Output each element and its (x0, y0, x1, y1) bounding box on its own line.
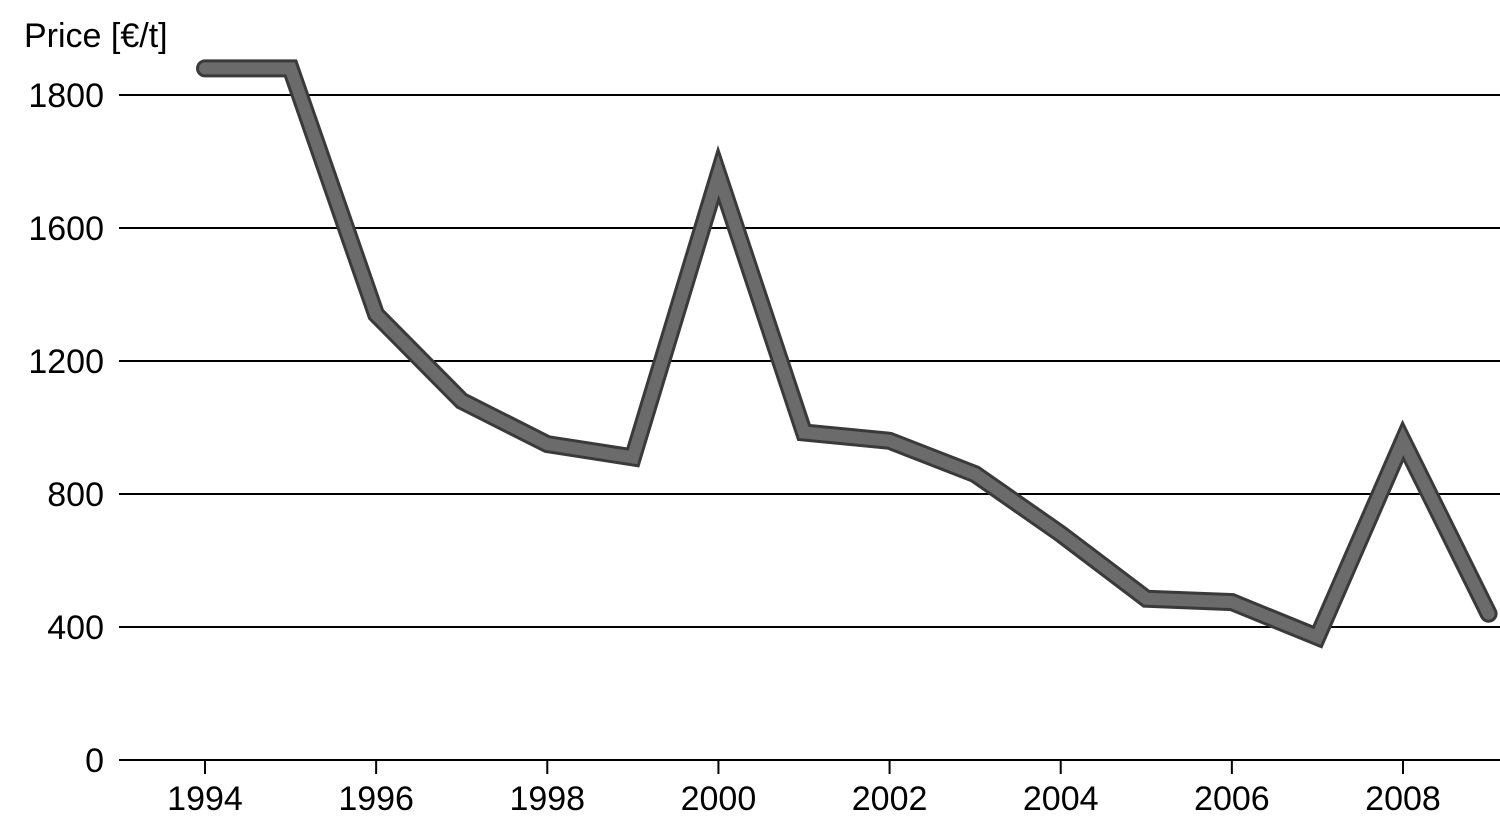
x-tick-labels: 1994 1996 1998 2000 2002 2004 2006 2008 (167, 760, 1441, 818)
series-group (196, 59, 1498, 649)
y-tick-label: 1800 (28, 77, 104, 115)
y-tick-labels: 0 400 800 1200 1600 1800 (28, 77, 104, 780)
y-axis-label: Price [€/t] (24, 17, 168, 55)
x-tick-label: 2002 (852, 780, 928, 818)
x-tick-label: 2000 (681, 780, 757, 818)
x-tick-label: 1998 (509, 780, 585, 818)
x-tick-label: 2006 (1194, 780, 1270, 818)
y-tick-label: 1600 (28, 210, 104, 248)
x-tick-label: 2008 (1365, 780, 1441, 818)
x-tick-label: 1996 (338, 780, 414, 818)
y-tick-label: 0 (85, 742, 104, 780)
y-tick-label: 1200 (28, 343, 104, 381)
x-tick-label: 2004 (1023, 780, 1099, 818)
y-tick-label: 400 (47, 609, 104, 647)
series-line-outline (196, 59, 1498, 649)
x-tick-label: 1994 (167, 780, 243, 818)
y-tick-label: 800 (47, 476, 104, 514)
series-line (199, 62, 1495, 645)
